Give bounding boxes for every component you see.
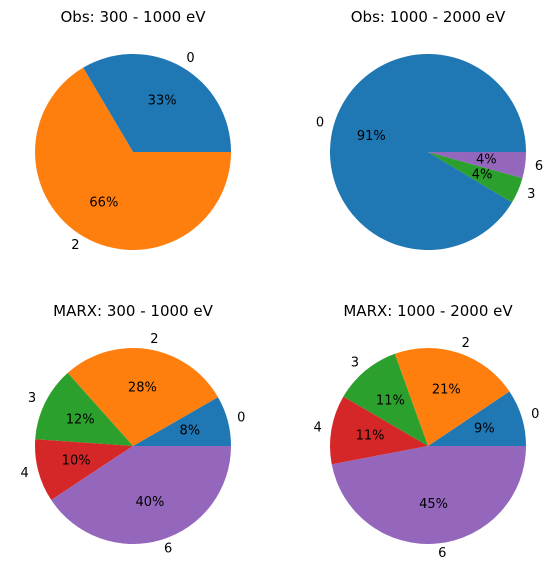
pie-percent-label: 40%: [135, 495, 164, 510]
pie-slice-2: [67, 348, 218, 446]
pie-slice-6: [428, 152, 526, 179]
pie-category-label: 6: [438, 546, 446, 561]
pie-slice-0: [83, 54, 231, 153]
pie-category-label: 3: [351, 356, 359, 371]
pie-percent-label: 4%: [472, 168, 493, 183]
pie-percent-label: 33%: [148, 93, 177, 108]
pie-slice-6: [51, 446, 232, 544]
pie-slice-4: [330, 396, 428, 465]
pie-panel-marx-low: MARX: 300 - 1000 eV 0 8% 2 28% 3 12% 4 10% 6 40%: [20, 302, 245, 557]
pie-title: Obs: 300 - 1000 eV: [61, 8, 207, 26]
pie-percent-label: 4%: [476, 152, 497, 167]
pie-category-label: 0: [531, 407, 539, 422]
pie-percent-label: 11%: [356, 429, 385, 444]
pie-slice-2: [394, 347, 510, 446]
pie-title: MARX: 300 - 1000 eV: [53, 302, 213, 320]
pie-slice-0: [329, 54, 526, 251]
pie-category-label: 3: [527, 187, 535, 202]
pie-title: MARX: 1000 - 2000 eV: [343, 302, 513, 320]
pie-slice-3: [428, 152, 523, 203]
pie-slice-0: [428, 391, 526, 446]
pie-percent-label: 9%: [474, 421, 495, 436]
pie-percent-label: 10%: [62, 453, 91, 468]
pie-panel-marx-high: MARX: 1000 - 2000 eV 0 9% 2 21% 3 11% 4 11% 6 45%: [313, 302, 539, 561]
pie-slice-6: [331, 446, 526, 544]
pie-percent-label: 91%: [357, 129, 386, 144]
pie-slice-0: [133, 397, 231, 446]
pie-panel-obs-low: Obs: 300 - 1000 eV 0 33% 2 66%: [35, 8, 231, 253]
pie-percent-label: 11%: [376, 393, 405, 408]
pie-title: Obs: 1000 - 2000 eV: [351, 8, 506, 26]
pie-panel-obs-high: Obs: 1000 - 2000 eV 0 91% 3 4% 6 4%: [316, 8, 543, 251]
pie-slice-4: [34, 439, 133, 501]
pie-category-label: 6: [164, 542, 172, 557]
pie-category-label: 0: [316, 116, 324, 131]
pie-slice-3: [343, 353, 428, 446]
pie-category-label: 6: [535, 159, 543, 174]
pie-slice-2: [35, 67, 231, 251]
pie-category-label: 2: [150, 332, 158, 347]
pie-category-label: 2: [462, 336, 470, 351]
pie-percent-label: 8%: [179, 423, 200, 438]
pie-category-label: 4: [20, 466, 28, 481]
pie-category-label: 4: [313, 420, 321, 435]
pie-category-label: 0: [237, 411, 245, 426]
pie-percent-label: 28%: [128, 380, 157, 395]
pie-percent-label: 12%: [66, 413, 95, 428]
pie-category-label: 3: [28, 391, 36, 406]
pie-percent-label: 66%: [89, 196, 118, 211]
pie-percent-label: 21%: [432, 383, 461, 398]
pie-category-label: 0: [186, 51, 194, 66]
pie-percent-label: 45%: [419, 497, 448, 512]
pie-category-label: 2: [71, 238, 79, 253]
pie-slice-3: [35, 372, 134, 446]
